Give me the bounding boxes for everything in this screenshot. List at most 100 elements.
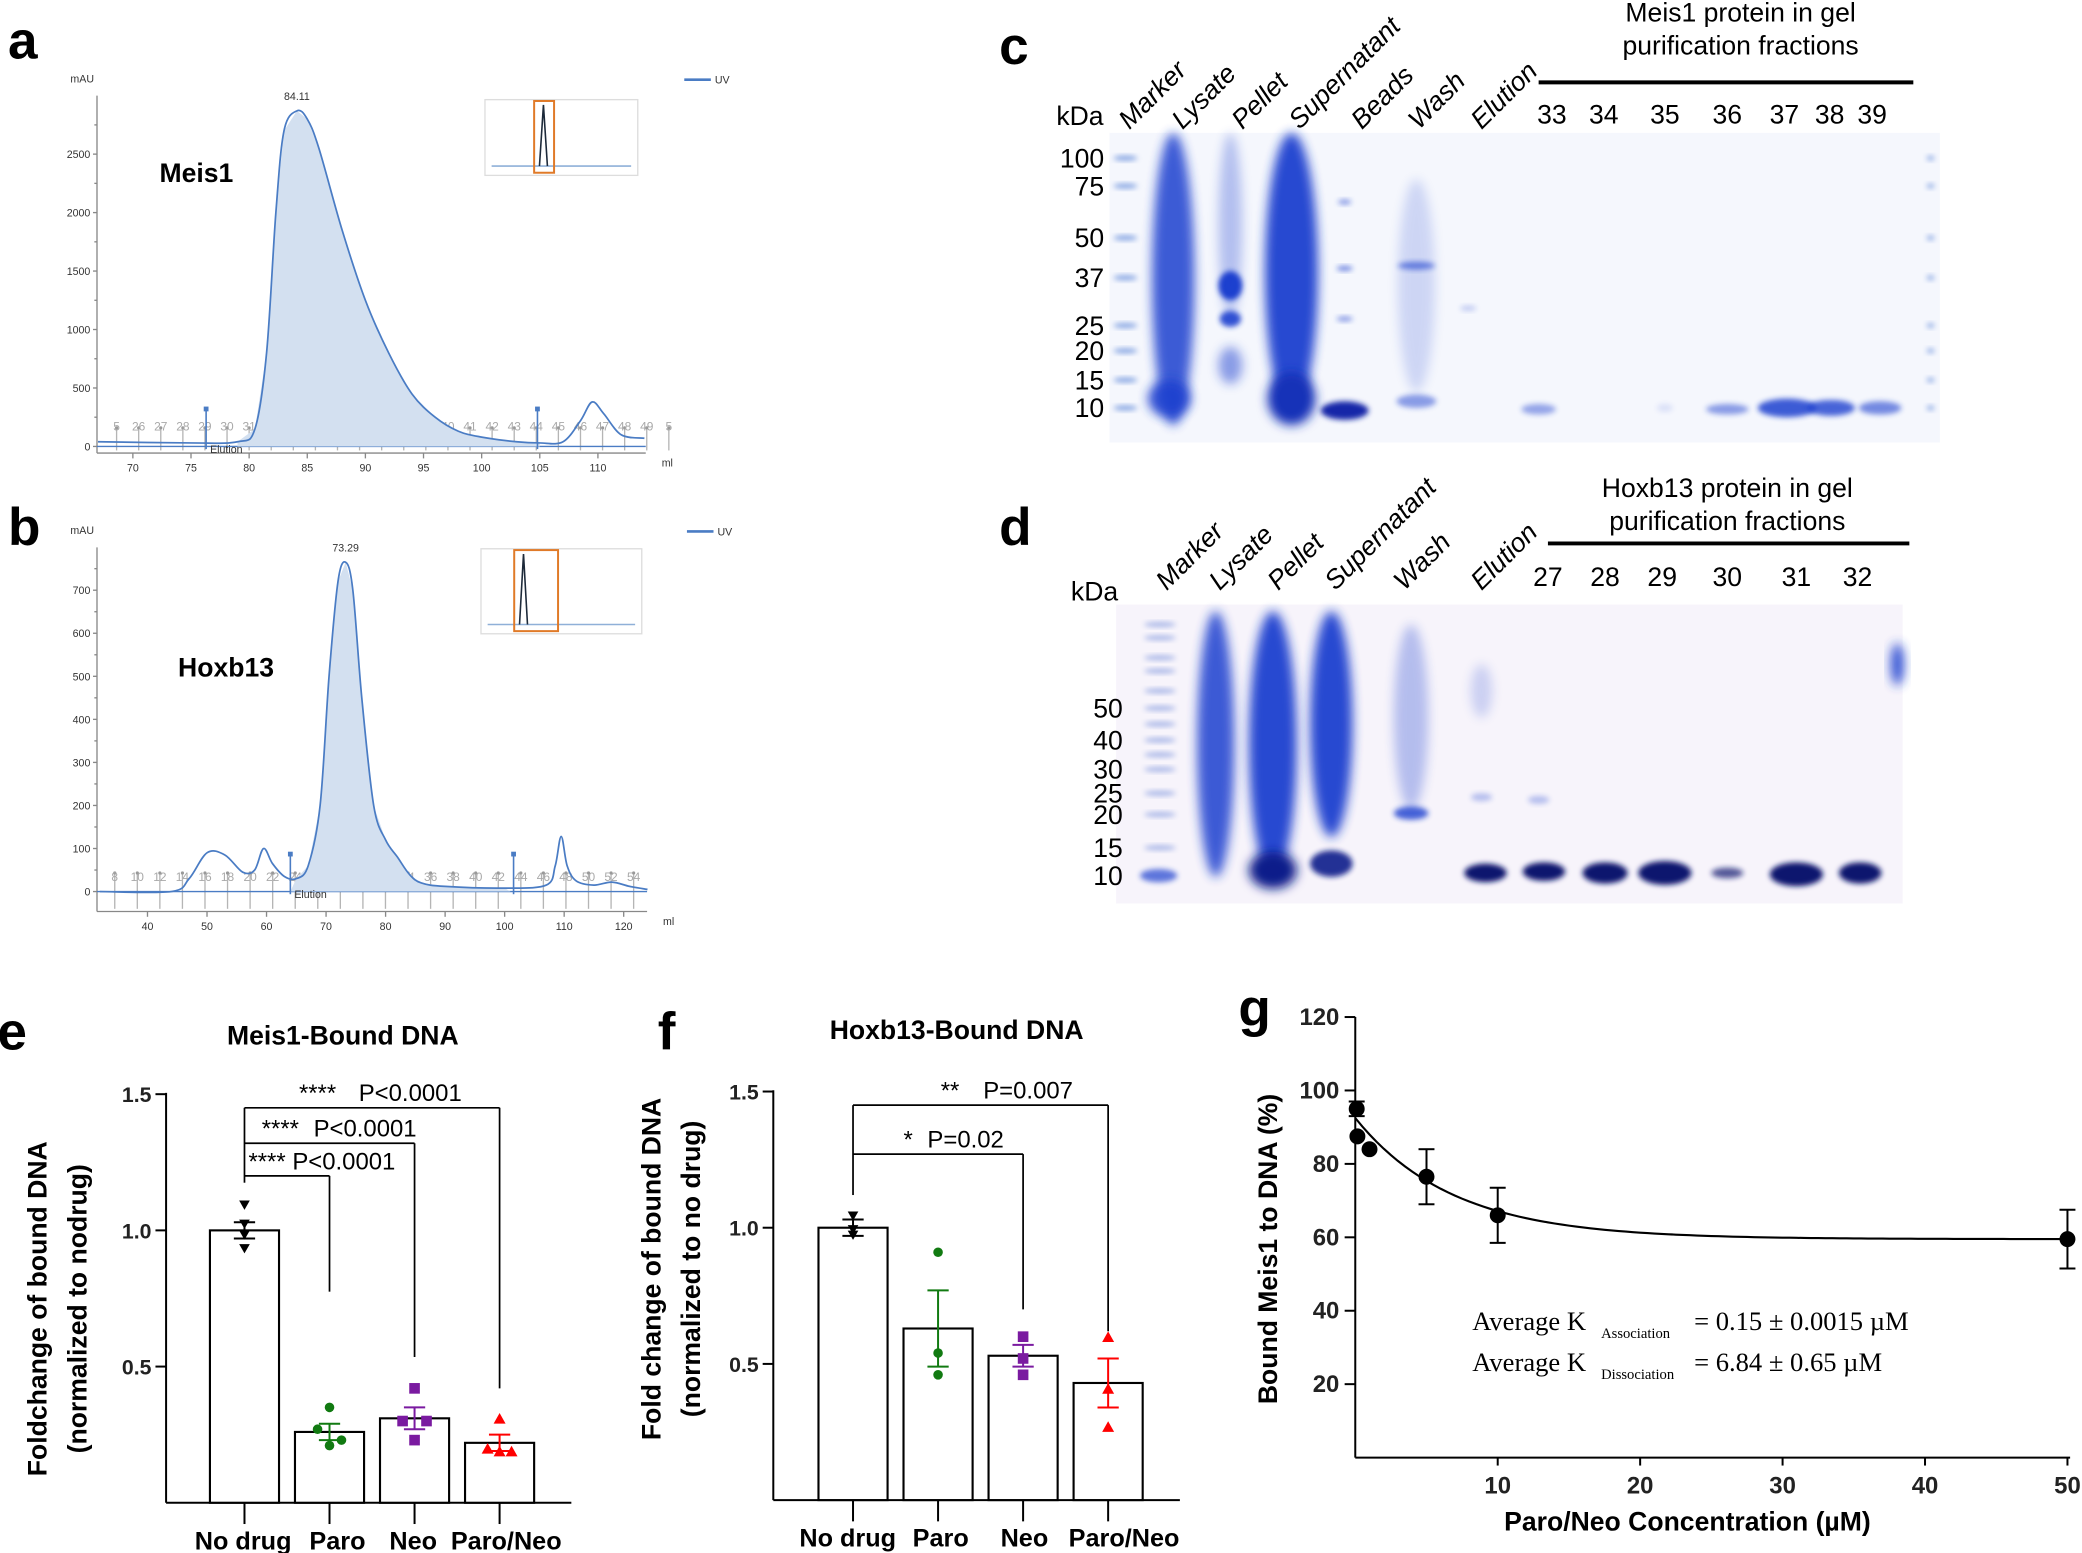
x-tick-label: No drug <box>799 1525 896 1553</box>
fraction-label: 38 <box>447 870 461 884</box>
fractions-title: purification fractions <box>1622 30 1858 60</box>
y-axis-label: mAU <box>70 525 94 537</box>
x-tick-label: 75 <box>185 463 197 475</box>
elution-marker-head <box>535 406 540 412</box>
significance-stars: * <box>904 1127 913 1154</box>
gel-band <box>1336 316 1353 322</box>
data-point <box>1348 1100 1365 1117</box>
y-tick-label: 1.5 <box>729 1080 759 1104</box>
fraction-label: 20 <box>243 870 257 884</box>
data-point <box>1489 1207 1506 1224</box>
gel-band <box>1926 405 1935 411</box>
p-value-label: P<0.0001 <box>292 1148 395 1175</box>
data-point-triangle-up <box>493 1445 506 1457</box>
p-value-label: P=0.007 <box>983 1078 1073 1105</box>
panel-label-f: f <box>658 1003 676 1062</box>
y-tick-label: 1000 <box>67 325 91 337</box>
lane-label-elution: Elution <box>1465 56 1544 135</box>
data-point-triangle-down <box>239 1200 250 1210</box>
inset-zoom-box <box>513 549 560 633</box>
constant-prefix: Average K <box>1472 1306 1586 1336</box>
fraction-label: 44 <box>530 419 544 433</box>
fractions-title: Meis1 protein in gel <box>1625 0 1855 27</box>
overview-inset <box>484 98 639 177</box>
y-tick-label: 60 <box>1313 1224 1340 1251</box>
data-point <box>1349 1128 1366 1145</box>
protein-label: Hoxb13 <box>178 652 274 682</box>
x-tick-label: 105 <box>531 463 549 475</box>
gel-band <box>1638 860 1692 885</box>
kda-label: kDa <box>1056 101 1103 131</box>
fraction-lane-label: 28 <box>1590 562 1620 592</box>
gel-band <box>1706 403 1749 415</box>
fraction-label: 40 <box>469 870 483 884</box>
data-point-circle <box>312 1424 323 1434</box>
y-tick-label: 80 <box>1313 1151 1340 1178</box>
gel-band <box>1470 793 1493 802</box>
fraction-lane-label: 37 <box>1770 100 1800 130</box>
mw-label: 37 <box>1075 263 1105 293</box>
gel-band <box>1470 664 1493 718</box>
x-tick-label: 85 <box>301 463 313 475</box>
fraction-label: 52 <box>604 870 618 884</box>
x-tick-label: Paro <box>913 1525 969 1553</box>
mw-label: 50 <box>1093 693 1123 723</box>
constant-value: = 6.84 ± 0.65 µM <box>1694 1347 1882 1377</box>
fraction-lane-label: 39 <box>1857 100 1887 130</box>
gel-band <box>1926 322 1935 329</box>
data-point-square <box>409 1434 420 1446</box>
x-tick-label: No drug <box>195 1527 292 1553</box>
mw-label: 10 <box>1075 393 1105 423</box>
gel-band <box>1926 235 1935 241</box>
gel-band <box>1144 845 1176 851</box>
gel-band <box>1219 310 1242 327</box>
fraction-label: 46 <box>537 870 551 884</box>
y-tick-label: 1.0 <box>729 1217 759 1241</box>
chart-title: Hoxb13-Bound DNA <box>830 1015 1084 1045</box>
significance-stars: **** <box>299 1080 336 1107</box>
gel-band <box>1521 403 1556 415</box>
fraction-label: 8 <box>111 870 118 884</box>
y-tick-label: 100 <box>73 843 91 855</box>
y-tick-label: 300 <box>73 757 91 769</box>
fraction-dot <box>632 871 636 875</box>
fraction-lane-label: 35 <box>1650 100 1680 130</box>
gel-band <box>1528 795 1550 804</box>
gel-band <box>1144 790 1176 796</box>
legend-label: UV <box>715 75 731 87</box>
protein-label: Meis1 <box>159 158 233 188</box>
fraction-label: 5 <box>113 419 120 433</box>
bar-neo <box>378 1417 451 1504</box>
gel-band <box>1711 867 1744 879</box>
fraction-label: 36 <box>424 870 438 884</box>
data-point <box>1418 1168 1435 1185</box>
gel-band <box>1147 380 1191 418</box>
elution-label: Elution <box>210 444 243 456</box>
fraction-label: 50 <box>582 870 596 884</box>
x-tick-label: 100 <box>496 921 514 933</box>
gel-band <box>1144 752 1176 758</box>
overview-inset <box>480 548 643 635</box>
fraction-label: 5 <box>666 419 673 433</box>
fraction-label: 47 <box>596 419 610 433</box>
gel-band <box>1522 862 1566 881</box>
mw-label: 75 <box>1075 171 1105 201</box>
gel-band <box>1144 737 1176 743</box>
x-tick-label: 80 <box>243 463 255 475</box>
gel-band <box>1248 611 1297 877</box>
x-tick-label: 95 <box>418 463 430 475</box>
y-tick-label: 1.5 <box>122 1083 152 1107</box>
mw-label: 25 <box>1093 779 1123 809</box>
data-point <box>2059 1231 2076 1248</box>
data-point-triangle-down <box>847 1225 859 1235</box>
data-point-triangle-down <box>239 1244 250 1254</box>
fraction-label: 44 <box>514 870 528 884</box>
fractions-title: Hoxb13 protein in gel <box>1602 473 1853 503</box>
x-tick-label: 70 <box>320 921 332 933</box>
chart-title: Meis1-Bound DNA <box>227 1020 459 1050</box>
panel-label-c: c <box>999 17 1029 76</box>
gel-d: kDa50403025201510MarkerLysatePelletSuper… <box>1071 471 1910 904</box>
gel-band <box>1197 611 1235 877</box>
gel-band <box>1890 643 1905 686</box>
fraction-label: 46 <box>574 419 588 433</box>
